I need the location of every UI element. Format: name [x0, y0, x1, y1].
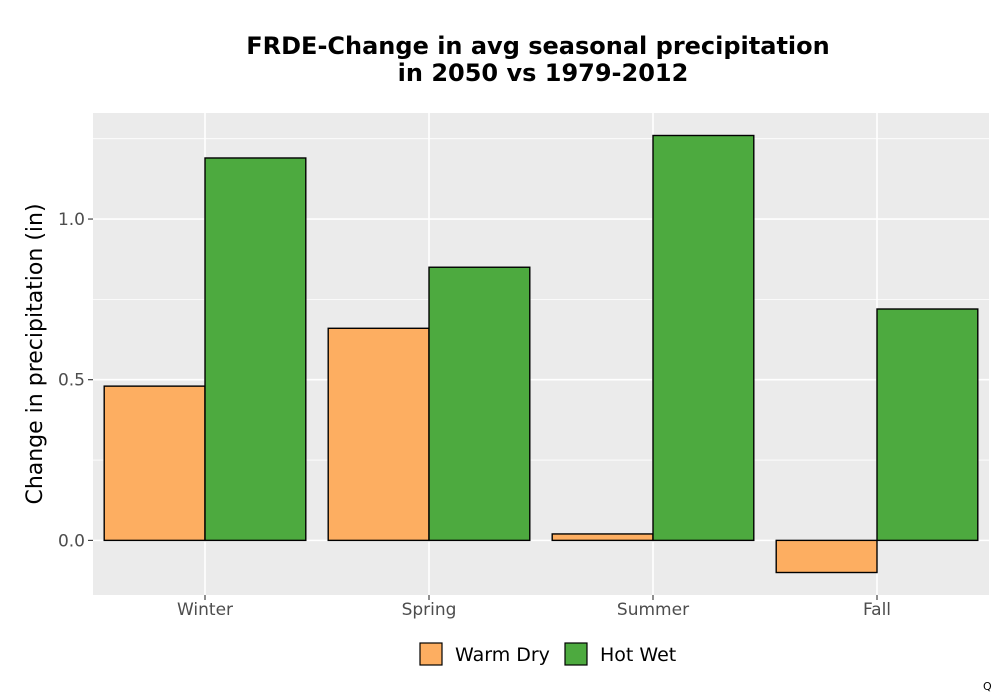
- x-axis-ticks: Winter Spring Summer Fall: [177, 595, 891, 620]
- y-tick-label: 1.0: [58, 210, 85, 230]
- bar-hot-wet-summer: [652, 134, 755, 542]
- bars: [103, 134, 979, 574]
- bar-warm-dry-winter: [103, 385, 206, 542]
- legend-swatch-warm-dry: [419, 642, 443, 666]
- bar-warm-dry-summer: [551, 533, 654, 542]
- x-tick-label: Summer: [617, 600, 689, 620]
- bar-hot-wet-spring: [428, 266, 531, 542]
- y-axis-title: Change in precipitation (in): [23, 203, 48, 504]
- y-tick-label: 0.0: [58, 531, 85, 551]
- legend-swatch-hot-wet: [564, 642, 588, 666]
- chart-title-line-1: FRDE-Change in avg seasonal precipitatio…: [246, 32, 829, 60]
- legend: Warm Dry Hot Wet: [419, 642, 676, 666]
- y-tick-label: 0.5: [58, 371, 85, 391]
- x-tick-label: Spring: [402, 600, 457, 620]
- corner-mark: Q: [983, 680, 992, 693]
- bar-hot-wet-fall: [876, 308, 979, 542]
- bar-warm-dry-fall: [775, 539, 878, 574]
- chart-title-line-2: in 2050 vs 1979-2012: [398, 59, 689, 87]
- x-tick-label: Fall: [863, 600, 891, 620]
- x-tick-label: Winter: [177, 600, 233, 620]
- bar-hot-wet-winter: [204, 157, 307, 542]
- legend-label-hot-wet: Hot Wet: [600, 644, 676, 666]
- y-axis-ticks: 0.0 0.5 1.0: [58, 210, 93, 551]
- bar-warm-dry-spring: [327, 327, 430, 542]
- legend-label-warm-dry: Warm Dry: [455, 644, 550, 666]
